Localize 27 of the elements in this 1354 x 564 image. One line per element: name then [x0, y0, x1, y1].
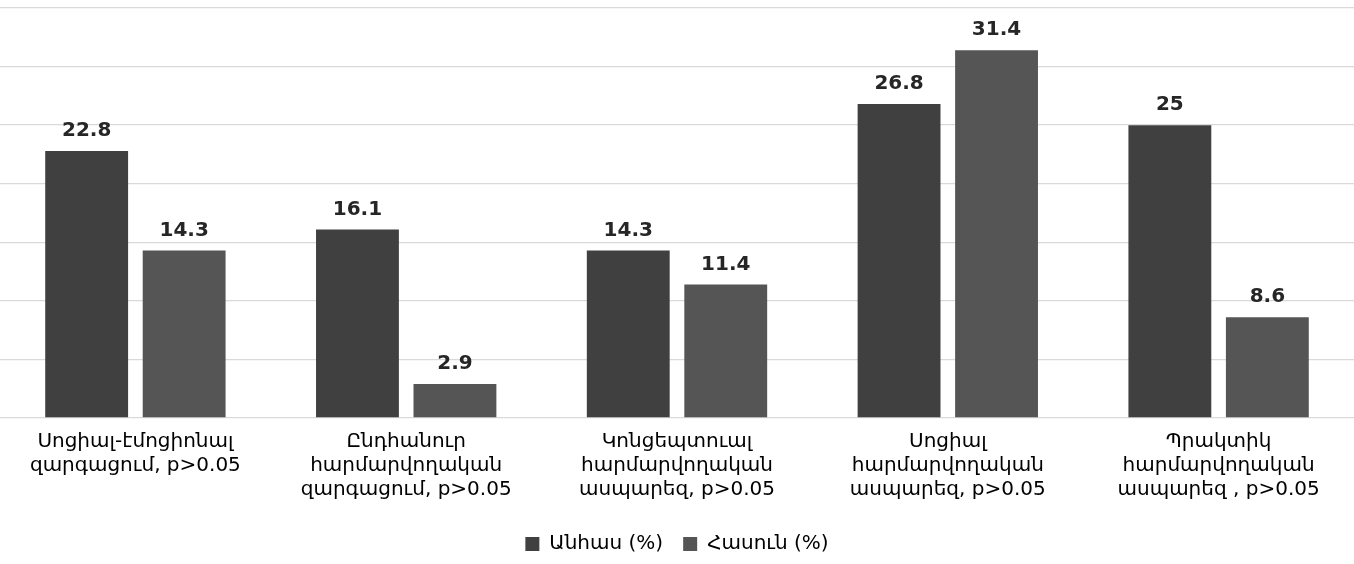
bar: [1128, 125, 1212, 418]
legend-label: Հասուն (%): [707, 530, 829, 555]
x-tick-label: Սոցիալ հարմարվողական ասպարեզ, p>0.05: [849, 428, 1046, 501]
data-label: 26.8: [874, 70, 924, 95]
data-label: 14.3: [159, 216, 209, 241]
bar: [586, 250, 670, 418]
legend-label: Անհաս (%): [549, 530, 664, 555]
x-tick-label: Կոնցեպտուալ հարմարվողական ասպարեզ, p>0.05: [579, 428, 775, 501]
data-label: 22.8: [61, 117, 112, 142]
data-label: 25: [1155, 91, 1184, 116]
data-label: 11.4: [701, 250, 751, 275]
bar: [857, 104, 941, 418]
data-label: 2.9: [437, 350, 473, 375]
x-tick-label: Սոցիալ-էմոցիոնալ զարգացում, p>0.05: [29, 428, 241, 477]
data-label: 14.3: [603, 216, 653, 241]
bar: [45, 150, 129, 418]
x-tick-label: Պրակտիկ հարմարվողական ասպարեզ , p>0.05: [1117, 428, 1320, 501]
data-label: 16.1: [332, 195, 383, 220]
bar: [316, 229, 399, 418]
bar: [142, 250, 226, 418]
bar: [955, 50, 1038, 418]
bar: [1225, 317, 1309, 418]
data-label: 8.6: [1249, 283, 1286, 308]
bar: [684, 284, 768, 418]
x-tick-label: Ընդհանուր հարմարվողական զարգացում, p>0.05: [300, 428, 512, 501]
data-label: 31.4: [971, 16, 1022, 41]
bar: [413, 384, 497, 418]
